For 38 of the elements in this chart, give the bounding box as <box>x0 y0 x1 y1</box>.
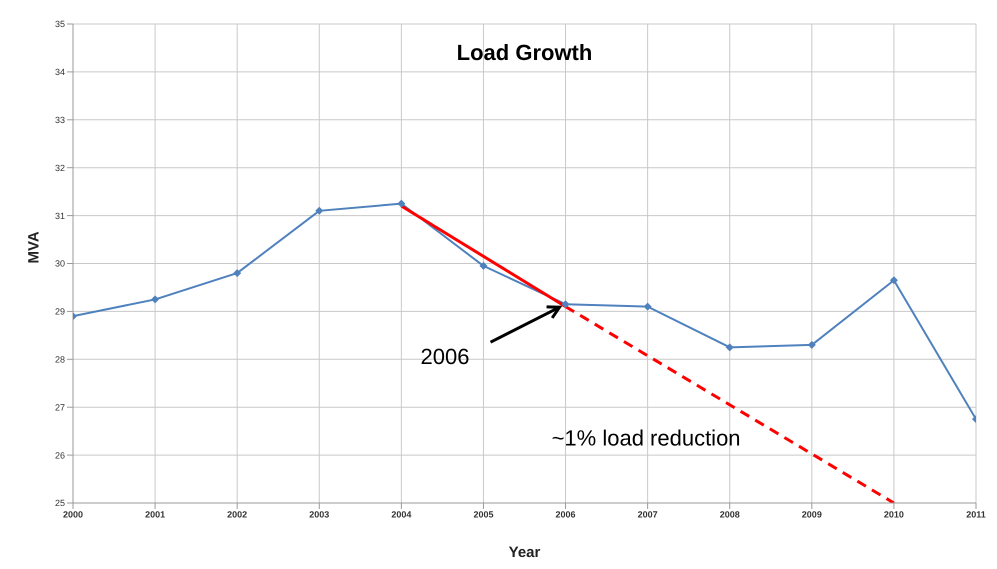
point <box>233 269 242 278</box>
y-axis-title: MVA <box>25 231 42 264</box>
x-tick-label: 2006 <box>556 509 576 520</box>
point <box>315 206 324 215</box>
point <box>479 262 488 270</box>
point <box>397 200 406 208</box>
x-tick-label: 2004 <box>391 509 412 520</box>
x-tick-label: 2002 <box>227 509 248 520</box>
x-tick-label: 2005 <box>473 509 494 520</box>
y-tick-label: 30 <box>54 258 65 269</box>
point <box>151 295 160 304</box>
point <box>644 302 652 311</box>
y-tick-label: 32 <box>54 162 65 173</box>
text: Load Growth <box>456 40 592 65</box>
point <box>726 343 734 352</box>
x-tick-label: 2003 <box>309 509 330 520</box>
y-tick-label: 26 <box>54 450 65 460</box>
point <box>808 340 816 349</box>
y-tick-label: 31 <box>54 210 65 221</box>
y-tick-label: 33 <box>54 114 65 125</box>
x-tick-label: 2001 <box>145 509 166 520</box>
x-tick-label: 2009 <box>802 509 822 520</box>
x-tick-label: 2011 <box>966 509 986 520</box>
annotation: ~1% load reduction <box>552 426 741 451</box>
x-tick-label: 2008 <box>720 509 740 520</box>
y-tick-label: 34 <box>54 67 65 78</box>
x-tick-label: 2000 <box>62 509 84 520</box>
y-tick-label: 29 <box>54 306 65 317</box>
x-axis-title: Year <box>508 544 541 561</box>
y-tick-label: 27 <box>54 402 65 412</box>
point <box>890 276 898 284</box>
annotation: 2006 <box>420 344 470 370</box>
y-tick-label: 25 <box>54 498 65 508</box>
x-tick-label: 2010 <box>884 509 904 520</box>
y-tick-label: 35 <box>54 19 65 30</box>
x-tick-label: 2007 <box>638 509 658 520</box>
point <box>562 300 570 308</box>
y-tick-label: 28 <box>54 354 65 364</box>
